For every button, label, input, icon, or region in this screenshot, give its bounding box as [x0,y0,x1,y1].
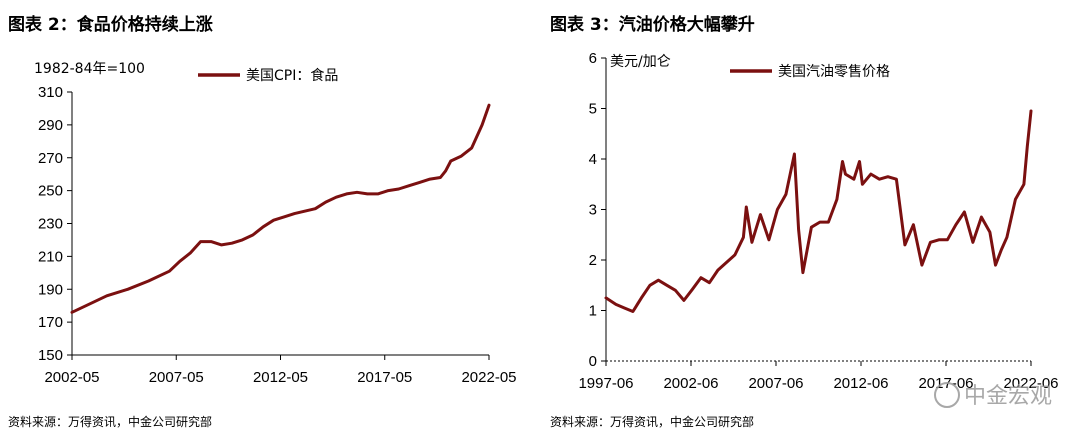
food-cpi-source: 资料来源：万得资讯，中金公司研究部 [8,415,213,429]
gasoline-figure-title: 图表 3：汽油价格大幅攀升 [550,15,755,35]
y-tick-label: 230 [38,216,63,233]
x-tick-label: 2012-05 [253,369,308,386]
x-tick-label: 2002-05 [44,369,99,386]
watermark-text: 中金宏观 [963,384,1052,409]
legend-label: 美国CPI：食品 [246,67,338,84]
x-tick-label: 2012-06 [833,375,888,392]
y-tick-label: 5 [589,101,597,118]
y-tick-label: 1 [589,303,597,320]
y-tick-label: 170 [38,314,63,331]
y-tick-label: 210 [38,248,63,265]
x-tick-label: 2002-06 [663,375,718,392]
legend-label: 美国汽油零售价格 [778,64,890,80]
y-tick-label: 0 [589,353,597,370]
y-tick-label: 2 [589,252,597,269]
food-cpi-panel: 图表 2：食品价格持续上涨 150 170 190 210 230 250 270 290 31… [8,15,517,429]
y-tick-label: 310 [38,84,63,101]
series-line [604,109,1033,313]
x-tick-label: 2022-06 [1003,375,1058,392]
y-tick-label: 290 [38,117,63,134]
y-tick-label: 250 [38,183,63,200]
x-tick-label: 1997-06 [578,375,633,392]
unit-label: 1982-84年=100 [34,61,145,77]
watermark: 中金宏观 [933,378,1052,410]
y-tick-label: 270 [38,150,63,167]
wechat-icon [933,382,960,408]
x-tick-label: 2017-05 [357,369,412,386]
gasoline-panel: 图表 3：汽油价格大幅攀升 0 1 2 3 4 5 6 1997-06 2002-06 2007-… [540,0,1080,439]
food-cpi-figure-title: 图表 2：食品价格持续上涨 [8,15,213,35]
y-tick-label: 6 [589,50,597,67]
gasoline-source: 资料来源：万得资讯，中金公司研究部 [550,415,755,429]
y-tick-label: 150 [38,347,63,364]
food-cpi-chart: 150 170 190 210 230 250 270 290 310 2002-05 2007-0… [34,61,517,386]
y-tick-label: 3 [589,202,597,219]
x-tick-label: 2007-05 [149,369,204,386]
unit-label: 美元/加仑 [610,54,671,70]
x-tick-label: 2022-05 [461,369,516,386]
x-tick-label: 2007-06 [748,375,803,392]
y-tick-label: 4 [589,151,597,168]
y-tick-label: 190 [38,281,63,298]
series-line [70,103,491,314]
